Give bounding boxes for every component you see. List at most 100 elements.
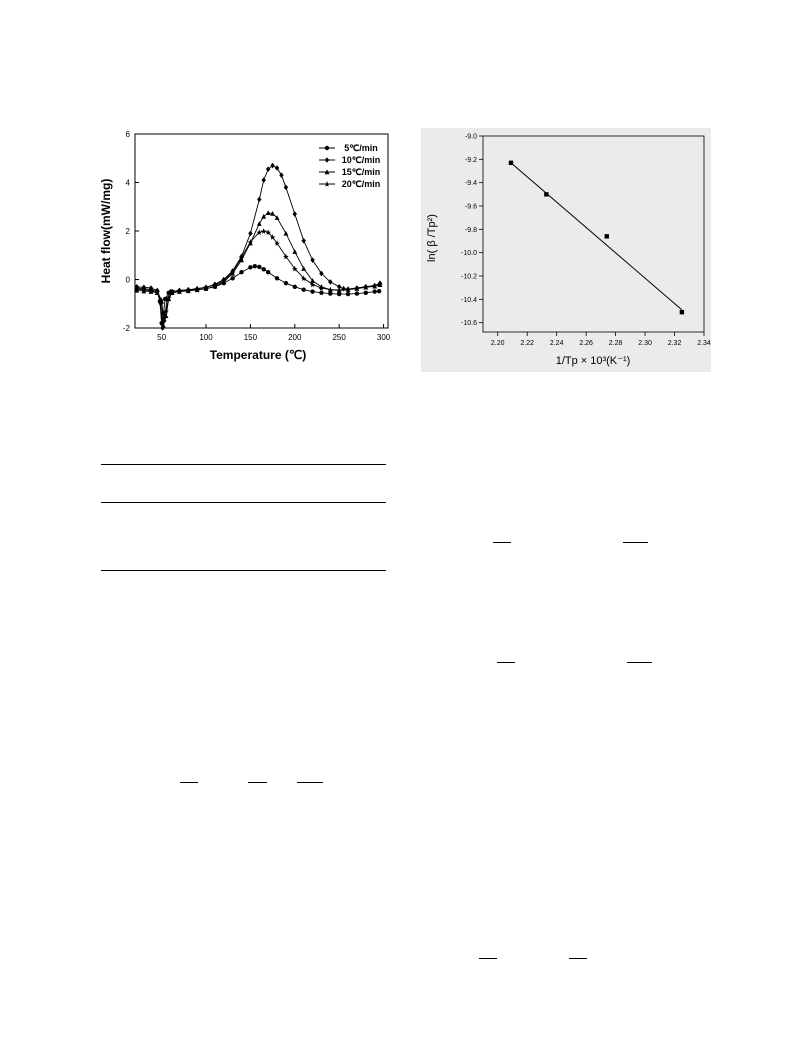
x-axis-label: Temperature (℃) xyxy=(210,348,307,362)
y-tick-label: -9.0 xyxy=(465,134,477,141)
legend-entry: 15℃/min xyxy=(319,167,380,177)
data-point xyxy=(260,228,267,234)
data-point xyxy=(310,257,315,263)
dsc-heat-flow-chart: 50 100 150 200 250 300 -2 0 2 4 6 5℃/min 10℃/min 15… xyxy=(99,130,391,362)
y-tick-label: 0 xyxy=(126,276,131,285)
data-point xyxy=(176,287,183,294)
x-tick-label: 2.34 xyxy=(697,340,711,347)
data-point xyxy=(376,288,382,294)
data-point xyxy=(239,257,244,263)
data-point xyxy=(336,286,342,293)
data-point xyxy=(363,290,369,296)
data-point xyxy=(261,267,266,272)
y-tick-label: 4 xyxy=(126,179,131,188)
data-point xyxy=(291,265,298,272)
legend-label: 15℃/min xyxy=(342,167,381,177)
data-point xyxy=(194,285,200,292)
x-tick-label: 50 xyxy=(157,333,166,342)
table-bottom-rule xyxy=(101,570,386,571)
data-point xyxy=(604,234,609,239)
x-tick-label: 2.24 xyxy=(550,340,564,347)
x-tick-label: 2.30 xyxy=(638,340,652,347)
data-point xyxy=(309,281,316,288)
fit-line xyxy=(510,162,683,311)
y-tick-label: -10.2 xyxy=(461,274,477,281)
legend-marker xyxy=(324,169,330,175)
data-point xyxy=(212,281,218,288)
legend-marker xyxy=(324,145,330,151)
table-header-rule xyxy=(101,502,386,503)
data-point xyxy=(354,291,360,296)
data-point xyxy=(283,253,289,260)
y-tick-label: -9.4 xyxy=(465,180,477,187)
data-point xyxy=(345,286,351,292)
data-point xyxy=(158,297,165,303)
data-point xyxy=(165,294,172,301)
data-point xyxy=(161,322,166,328)
data-point xyxy=(283,184,289,191)
data-point xyxy=(270,162,275,169)
legend-label: 20℃/min xyxy=(342,179,381,189)
data-point xyxy=(203,284,209,291)
y-tick-label: -9.6 xyxy=(465,204,477,211)
legend-entry: 10℃/min xyxy=(319,155,380,165)
x-tick-label: 150 xyxy=(244,333,258,342)
data-point xyxy=(154,288,160,295)
data-point xyxy=(345,291,351,297)
data-point xyxy=(163,308,169,314)
data-point xyxy=(257,264,262,270)
data-point xyxy=(336,283,342,290)
data-point xyxy=(301,287,306,292)
data-point xyxy=(239,270,244,275)
y-tick-label: 2 xyxy=(126,227,131,236)
data-point xyxy=(256,229,263,236)
data-point xyxy=(248,265,253,270)
equation-fraction-bar xyxy=(623,542,648,543)
x-tick-label: 100 xyxy=(199,333,213,342)
data-point xyxy=(371,282,378,289)
y-axis-label: ln( β /Tp²) xyxy=(426,214,438,262)
data-point xyxy=(310,289,315,294)
x-tick-label: 2.26 xyxy=(579,340,593,347)
data-point xyxy=(220,277,227,284)
data-point xyxy=(185,286,192,293)
data-point xyxy=(292,249,298,254)
data-point xyxy=(256,221,262,226)
x-tick-label: 200 xyxy=(288,333,302,342)
legend-entry: 20℃/min xyxy=(319,179,380,189)
x-axis-label: 1/Tp × 10³(K⁻¹) xyxy=(556,355,631,367)
x-tick-label: 2.20 xyxy=(491,340,505,347)
data-point xyxy=(354,285,360,292)
legend-marker xyxy=(324,157,330,163)
data-point xyxy=(265,166,271,172)
table-top-rule xyxy=(101,464,386,465)
data-point xyxy=(261,213,267,219)
legend-marker xyxy=(324,181,330,187)
data-point xyxy=(163,313,169,319)
series-line xyxy=(136,212,381,326)
y-tick-label: -10.0 xyxy=(461,250,477,257)
data-point xyxy=(301,237,306,244)
data-point xyxy=(269,234,276,240)
data-point xyxy=(238,254,245,261)
data-point xyxy=(310,278,315,283)
y-tick-label: -9.2 xyxy=(465,157,477,164)
data-point xyxy=(148,287,154,294)
data-point xyxy=(252,263,258,269)
data-point xyxy=(300,275,307,282)
data-point xyxy=(377,281,383,288)
data-point xyxy=(279,172,284,179)
data-point xyxy=(372,289,377,294)
data-point xyxy=(301,265,307,271)
data-point xyxy=(265,210,271,216)
equation-fraction-bar xyxy=(297,782,323,783)
data-point xyxy=(265,229,271,236)
x-tick-label: 250 xyxy=(332,333,346,342)
equation-fraction-bar xyxy=(497,662,515,663)
data-point xyxy=(319,290,324,296)
data-point xyxy=(508,160,514,166)
series-4 xyxy=(133,228,383,322)
data-point xyxy=(274,240,280,246)
equation-fraction-bar xyxy=(493,542,511,543)
data-point xyxy=(544,192,549,197)
